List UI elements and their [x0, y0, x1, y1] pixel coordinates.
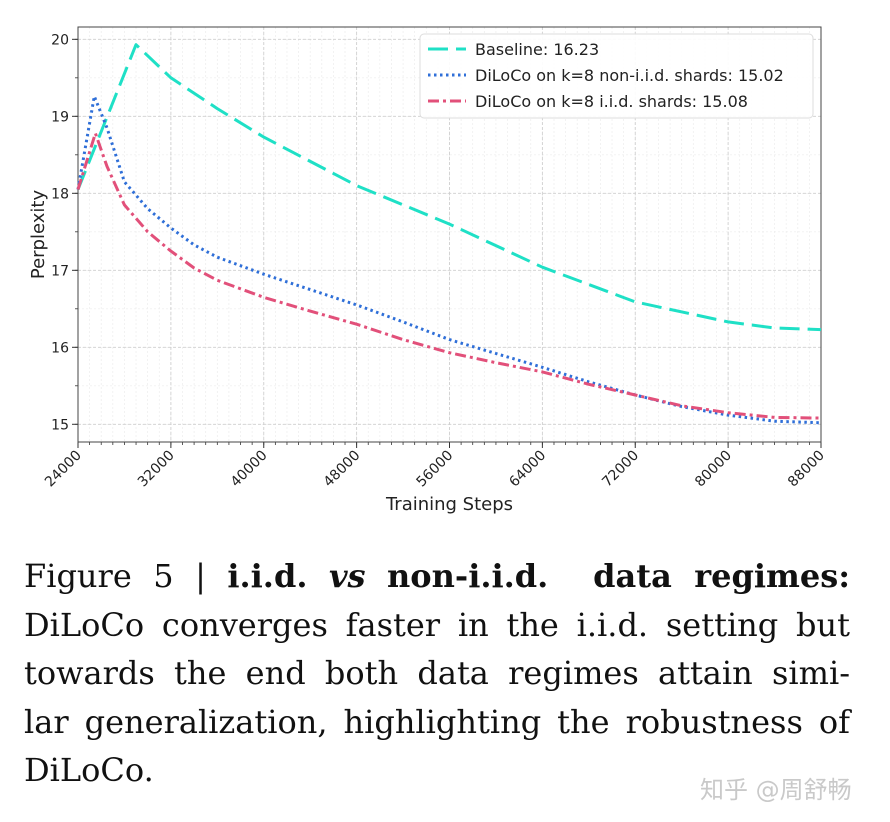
figure-caption: Figure 5 | i.i.d. vs non-i.i.d. data reg… — [24, 552, 850, 795]
plot-frame — [77, 26, 822, 443]
x-tick-label: 48000 — [321, 448, 364, 491]
caption-title-noniid: non-i.i.d. data regimes — [387, 557, 839, 595]
y-axis-label: Perplexity — [28, 190, 49, 280]
line-chart: 24000 32000 40000 48000 56000 64000 72000 80000… — [28, 26, 828, 515]
x-tick-label: 24000 — [42, 448, 85, 491]
caption-line-4: lar generalization, highlighting the rob… — [24, 702, 850, 741]
series-line-0 — [76, 43, 822, 332]
x-tick-label: 72000 — [599, 448, 642, 491]
caption-line-5: DiLoCo. — [24, 751, 154, 789]
x-tick-label: 40000 — [228, 448, 271, 491]
legend: Baseline: 16.23 DiLoCo on k=8 non-i.i.d. … — [419, 33, 814, 119]
y-tick-label: 20 — [51, 32, 69, 48]
y-tick-label: 15 — [51, 417, 69, 433]
legend-frame — [419, 33, 814, 119]
series-line-2 — [76, 131, 822, 420]
caption-colon: : — [838, 557, 851, 595]
caption-line-2: DiLoCo converges faster in the i.i.d. se… — [24, 605, 850, 644]
y-tick-label: 17 — [51, 263, 69, 279]
x-tick-label: 88000 — [785, 448, 828, 491]
caption-line-3: towards the end both data regimes attain… — [24, 654, 850, 692]
caption-title-iid: i.i.d. — [227, 557, 308, 595]
caption-title-vs: vs — [328, 557, 366, 595]
watermark: 知乎 @周舒畅 — [700, 776, 852, 804]
legend-label: DiLoCo on k=8 i.i.d. shards: 15.08 — [475, 92, 748, 111]
y-tick-label: 19 — [51, 109, 69, 125]
x-tick-label: 56000 — [414, 448, 457, 491]
legend-label: DiLoCo on k=8 non-i.i.d. shards: 15.02 — [475, 66, 784, 85]
x-tick-label: 80000 — [692, 448, 735, 491]
y-tick-label: 18 — [51, 186, 69, 202]
y-tick-label: 16 — [51, 340, 69, 356]
legend-label: Baseline: 16.23 — [475, 40, 599, 59]
caption-line-1: Figure 5 | i.i.d. vs non-i.i.d. data reg… — [24, 552, 850, 601]
x-tick-label: 32000 — [135, 448, 178, 491]
figure-label: Figure 5 | — [24, 557, 206, 595]
x-axis-label: Training Steps — [385, 494, 513, 515]
x-tick-label: 64000 — [506, 448, 549, 491]
